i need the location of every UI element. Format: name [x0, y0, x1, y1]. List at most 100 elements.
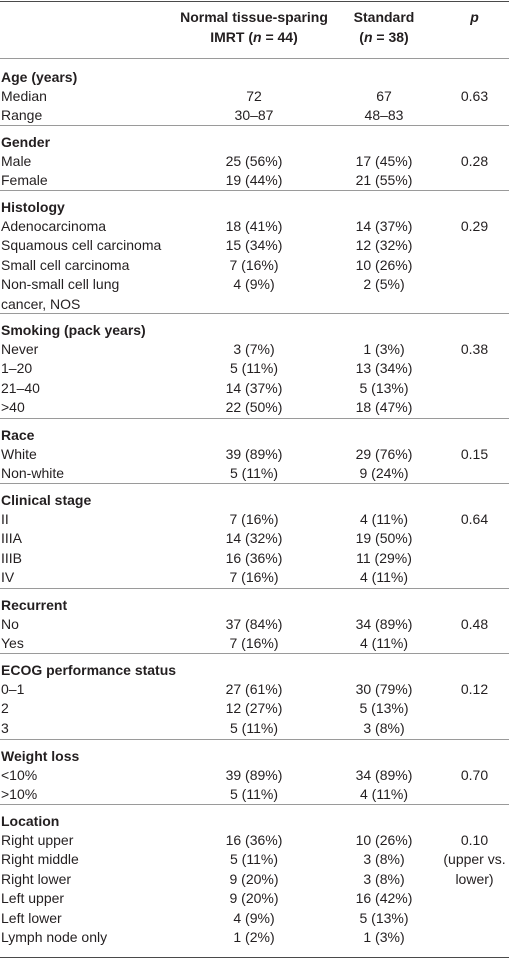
cell-imrt: 7 (16%): [229, 569, 279, 586]
table-top-rule: [0, 1, 509, 2]
section-rule: [0, 483, 509, 484]
cell-p-value: 0.64: [460, 511, 489, 527]
row-label: 21–40: [1, 379, 40, 396]
cell-imrt: 22 (50%): [225, 399, 283, 416]
cell-standard: 10 (26%): [355, 832, 413, 848]
cell-p-value: lower): [455, 870, 494, 887]
cell-imrt: 14 (37%): [225, 379, 283, 396]
row-label: 1–20: [1, 360, 33, 377]
header-imrt-n: n: [253, 29, 262, 45]
header-imrt: Normal tissue-sparing IMRT (n = 44): [176, 7, 332, 47]
row-label: Right lower: [1, 870, 72, 887]
cell-imrt: 3 (7%): [233, 341, 275, 357]
cell-imrt: 9 (20%): [229, 890, 279, 907]
cell-imrt: 39 (89%): [225, 767, 283, 783]
cell-imrt: 19 (44%): [225, 172, 283, 189]
section-rule: [0, 804, 509, 805]
cell-standard: 5 (13%): [359, 700, 409, 717]
cell-imrt: 27 (61%): [225, 681, 283, 697]
row-label: Left upper: [1, 890, 65, 907]
row-label: Non-small cell lung: [1, 276, 120, 293]
section-rule: [0, 125, 509, 126]
section-title: Race: [1, 427, 35, 443]
cell-standard: 3 (8%): [363, 719, 405, 736]
cell-imrt: 37 (84%): [225, 616, 283, 632]
section-rule: [0, 739, 509, 740]
header-standard-pre: (: [359, 29, 364, 45]
cell-standard: 21 (55%): [355, 172, 413, 189]
section-rule: [0, 313, 509, 314]
row-label-continued: cancer, NOS: [1, 295, 81, 312]
cell-standard: 48–83: [364, 107, 404, 124]
cell-imrt: 5 (11%): [230, 786, 278, 803]
cell-p-value: 0.70: [460, 767, 489, 783]
cell-imrt: 4 (9%): [233, 276, 275, 293]
cell-standard: 3 (8%): [363, 870, 405, 887]
row-label: White: [1, 446, 37, 462]
header-p: p: [440, 7, 509, 27]
row-label: Female: [1, 172, 48, 189]
section-title: Location: [1, 813, 60, 829]
cell-standard: 19 (50%): [355, 530, 413, 547]
cell-standard: 4 (11%): [360, 569, 408, 586]
row-label: IV: [1, 569, 15, 586]
cell-imrt: 7 (16%): [229, 511, 279, 527]
row-label: Lymph node only: [1, 929, 108, 945]
cell-standard: 18 (47%): [355, 399, 413, 416]
cell-imrt: 7 (16%): [229, 635, 279, 652]
row-label: <10%: [1, 767, 38, 783]
header-standard-n: n: [363, 29, 373, 45]
row-label: Non-white: [1, 465, 65, 482]
cell-imrt: 16 (36%): [225, 549, 283, 566]
cell-imrt: 16 (36%): [225, 832, 283, 848]
section-title: Age (years): [1, 69, 78, 85]
cell-standard: 67: [376, 88, 392, 104]
cell-standard: 34 (89%): [355, 616, 413, 632]
section-rule: [0, 190, 509, 191]
section-rule: [0, 653, 509, 654]
cell-standard: 9 (24%): [359, 465, 409, 482]
cell-standard: 1 (3%): [363, 929, 405, 945]
cell-imrt: 39 (89%): [225, 446, 283, 462]
header-p-label: p: [470, 9, 479, 25]
cell-standard: 4 (11%): [360, 511, 408, 527]
header-imrt-pre: IMRT (: [210, 29, 253, 45]
row-label: Range: [1, 107, 43, 124]
row-label: IIIA: [1, 530, 23, 547]
cell-standard: 29 (76%): [355, 446, 413, 462]
row-label: >40: [1, 399, 25, 416]
row-label: No: [1, 616, 19, 632]
cell-imrt: 30–87: [234, 107, 274, 124]
cell-standard: 3 (8%): [363, 851, 405, 868]
cell-standard: 30 (79%): [355, 681, 413, 697]
header-rule: [0, 58, 509, 59]
cell-standard: 13 (34%): [355, 360, 413, 377]
row-label: Male: [1, 153, 32, 169]
cell-imrt: 12 (27%): [225, 700, 283, 717]
section-title: Weight loss: [1, 748, 80, 764]
section-title: ECOG performance status: [1, 662, 177, 678]
row-label: Adenocarcinoma: [1, 218, 107, 234]
header-imrt-line1: Normal tissue-sparing: [180, 9, 328, 25]
cell-standard: 12 (32%): [355, 237, 413, 254]
section-title: Histology: [1, 199, 65, 215]
section-title: Gender: [1, 134, 51, 150]
cell-standard: 5 (13%): [359, 379, 409, 396]
cell-imrt: 5 (11%): [230, 465, 278, 482]
cell-imrt: 14 (32%): [225, 530, 283, 547]
row-label: 0–1: [1, 681, 25, 697]
section-rule: [0, 588, 509, 589]
cell-standard: 4 (11%): [360, 635, 408, 652]
row-label: 3: [1, 719, 9, 736]
cell-standard: 5 (13%): [359, 909, 409, 926]
row-label: IIIB: [1, 549, 23, 566]
header-imrt-post: = 44): [261, 29, 298, 45]
cell-imrt: 18 (41%): [225, 218, 283, 234]
cell-p-value: 0.48: [460, 616, 489, 632]
row-label: Yes: [1, 635, 24, 652]
row-label: Never: [1, 341, 39, 357]
cell-imrt: 5 (11%): [230, 851, 278, 868]
row-label: 2: [1, 700, 9, 717]
section-rule: [0, 418, 509, 419]
